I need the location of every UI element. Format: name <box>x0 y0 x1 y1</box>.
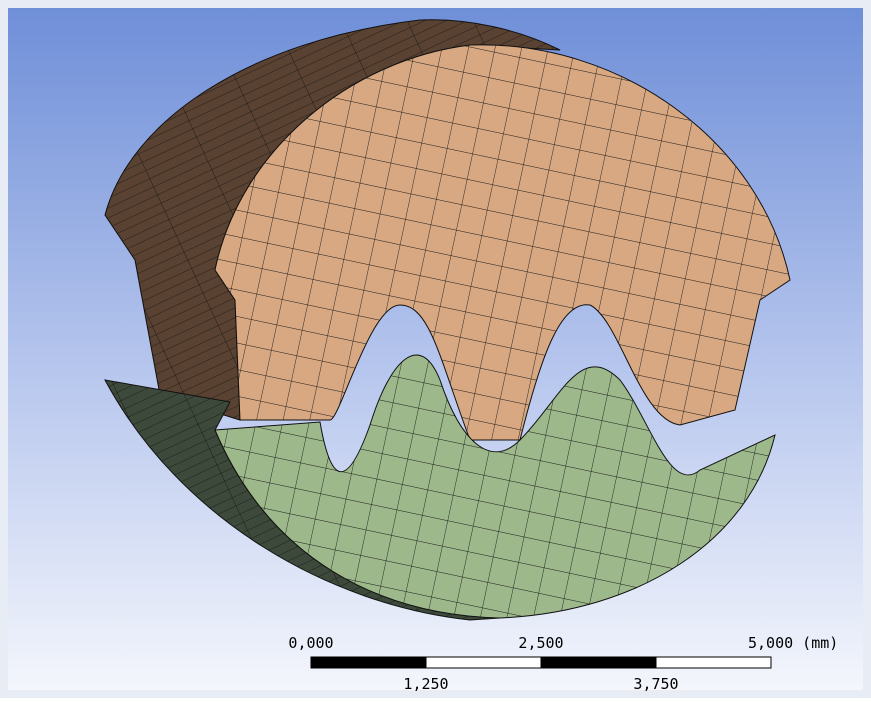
scale-segment <box>311 657 426 668</box>
scale-label: 1,250 <box>403 675 448 693</box>
scale-segment <box>656 657 771 668</box>
scale-segment <box>426 657 541 668</box>
scale-label: 3,750 <box>633 675 678 693</box>
scale-label: 5,000 (mm) <box>748 634 838 652</box>
scale-segment <box>541 657 656 668</box>
page: {"scale_bar": {"top_labels": ["0,000", "… <box>0 0 871 698</box>
scale-label: 0,000 <box>288 634 333 652</box>
scale-label: 2,500 <box>518 634 563 652</box>
viewport: 0,000 2,500 5,000 (mm) 1,250 3,750 <box>0 0 871 698</box>
